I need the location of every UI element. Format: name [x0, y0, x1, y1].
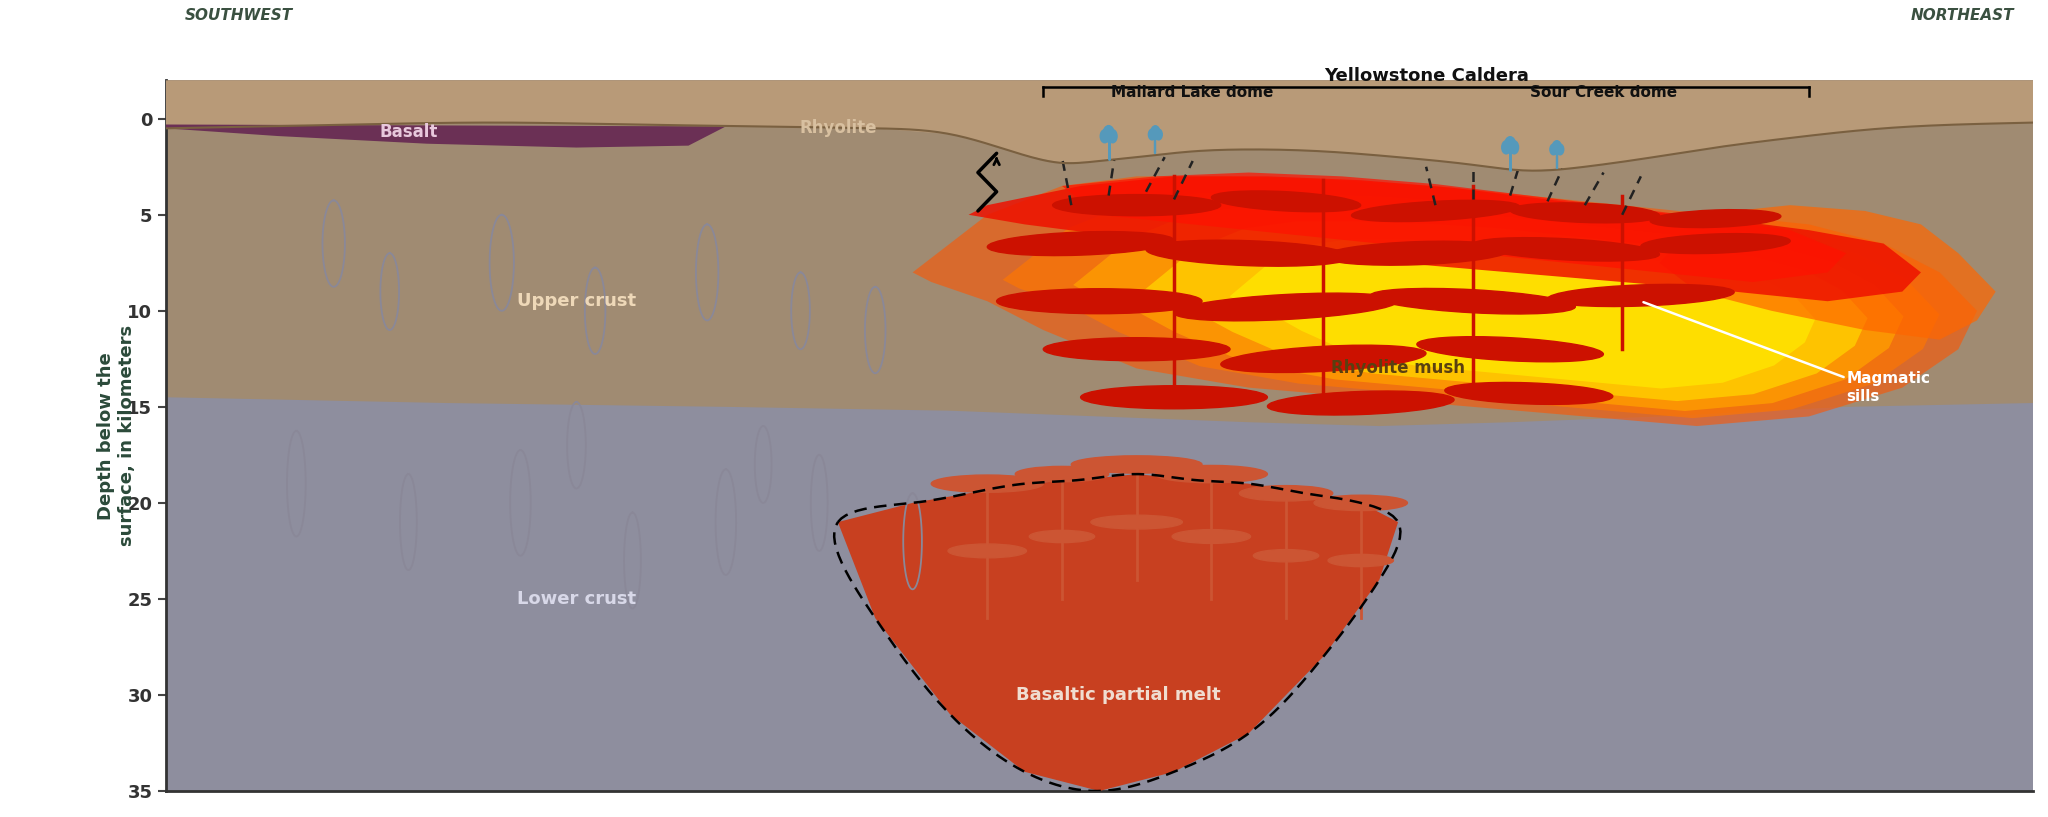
Ellipse shape — [1268, 391, 1454, 415]
Polygon shape — [1073, 206, 1903, 411]
Text: Rhyolite: Rhyolite — [799, 119, 877, 137]
Ellipse shape — [1212, 191, 1360, 212]
Ellipse shape — [1053, 194, 1221, 216]
Polygon shape — [969, 176, 1921, 301]
Text: NORTHEAST: NORTHEAST — [1911, 8, 2015, 24]
Ellipse shape — [1155, 129, 1163, 140]
Ellipse shape — [1550, 144, 1556, 154]
Ellipse shape — [1640, 234, 1790, 253]
Ellipse shape — [1147, 240, 1352, 266]
Ellipse shape — [1253, 550, 1319, 562]
Ellipse shape — [948, 544, 1026, 558]
Ellipse shape — [1081, 386, 1268, 408]
Ellipse shape — [1444, 382, 1612, 404]
Ellipse shape — [1552, 141, 1561, 154]
Text: Mallard Lake dome: Mallard Lake dome — [1112, 84, 1274, 100]
Ellipse shape — [1171, 529, 1251, 543]
Polygon shape — [166, 80, 2034, 171]
Ellipse shape — [1509, 141, 1518, 154]
Text: Lower crust: Lower crust — [516, 590, 637, 608]
Ellipse shape — [1352, 200, 1520, 221]
Text: SOUTHWEST: SOUTHWEST — [184, 8, 293, 24]
Polygon shape — [166, 80, 2034, 426]
Ellipse shape — [1071, 456, 1202, 473]
Ellipse shape — [1092, 516, 1182, 529]
Ellipse shape — [1239, 485, 1333, 501]
Ellipse shape — [1315, 495, 1407, 511]
Text: Yellowstone Caldera: Yellowstone Caldera — [1323, 67, 1528, 85]
Polygon shape — [1659, 205, 1995, 340]
Ellipse shape — [1323, 241, 1509, 266]
Ellipse shape — [1149, 129, 1155, 140]
Ellipse shape — [1030, 530, 1094, 542]
Text: Upper crust: Upper crust — [516, 292, 637, 310]
Polygon shape — [166, 80, 2034, 791]
Text: Magmatic
sills: Magmatic sills — [1845, 372, 1931, 404]
Polygon shape — [1004, 194, 1939, 418]
Ellipse shape — [1651, 210, 1782, 228]
Y-axis label: Depth below the
surface, in kilometers: Depth below the surface, in kilometers — [96, 325, 135, 547]
Ellipse shape — [1108, 130, 1116, 143]
Ellipse shape — [1327, 555, 1393, 567]
Polygon shape — [838, 474, 1399, 791]
Ellipse shape — [1370, 288, 1575, 314]
Ellipse shape — [1104, 126, 1114, 142]
Ellipse shape — [1556, 144, 1565, 154]
Text: Basaltic partial melt: Basaltic partial melt — [1016, 686, 1221, 704]
Ellipse shape — [1509, 203, 1659, 223]
Ellipse shape — [1174, 293, 1399, 321]
Ellipse shape — [1100, 130, 1110, 143]
Polygon shape — [166, 124, 725, 148]
Ellipse shape — [1505, 136, 1516, 153]
Ellipse shape — [1473, 238, 1659, 261]
Text: Rhyolite mush: Rhyolite mush — [1331, 359, 1464, 377]
Ellipse shape — [1501, 141, 1511, 154]
Ellipse shape — [1016, 467, 1108, 482]
Ellipse shape — [1548, 284, 1735, 306]
Ellipse shape — [997, 288, 1202, 314]
Polygon shape — [1063, 172, 1845, 282]
Polygon shape — [1229, 239, 1815, 389]
Ellipse shape — [932, 475, 1042, 493]
Ellipse shape — [1151, 126, 1159, 139]
Ellipse shape — [1042, 337, 1231, 361]
Ellipse shape — [1221, 346, 1425, 373]
Text: Basalt: Basalt — [379, 123, 438, 141]
Ellipse shape — [987, 231, 1174, 256]
Ellipse shape — [1417, 337, 1604, 362]
Polygon shape — [1143, 221, 1868, 401]
Ellipse shape — [1155, 466, 1268, 483]
Polygon shape — [913, 176, 1976, 426]
Text: Sour Creek dome: Sour Creek dome — [1530, 84, 1677, 100]
